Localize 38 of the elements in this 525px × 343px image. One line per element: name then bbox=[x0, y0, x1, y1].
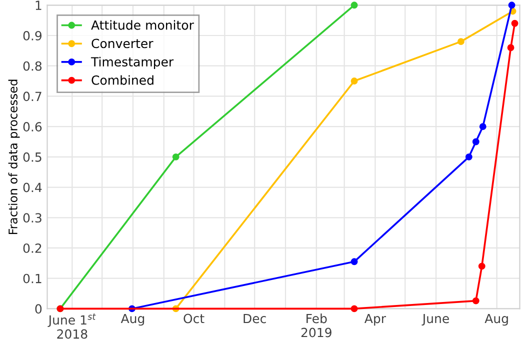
point bbox=[350, 258, 358, 266]
y-axis-title: Fraction of data processed bbox=[8, 80, 20, 234]
point bbox=[350, 78, 358, 85]
point bbox=[478, 262, 486, 270]
point bbox=[508, 2, 516, 9]
x-tick-label: Apr bbox=[364, 314, 386, 326]
legend-label: Converter bbox=[92, 38, 154, 48]
x-tick-label: Feb 2019 bbox=[301, 314, 332, 338]
x-tick-label: Aug bbox=[120, 314, 144, 326]
y-tick-label: 0 bbox=[35, 304, 42, 314]
point bbox=[507, 44, 514, 52]
point bbox=[457, 38, 464, 46]
y-tick-label: 0.4 bbox=[23, 182, 42, 192]
y-tick-label: 1 bbox=[36, 0, 42, 10]
legend-label: Combined bbox=[92, 75, 154, 85]
y-tick-label: 0.5 bbox=[23, 152, 42, 162]
y-tick-label: 0.3 bbox=[23, 213, 42, 223]
point bbox=[350, 2, 358, 9]
y-tick-label: 0.2 bbox=[23, 243, 42, 253]
x-tick-label: Dec bbox=[244, 314, 266, 324]
y-tick-label: 0.7 bbox=[23, 92, 42, 102]
point bbox=[479, 123, 486, 130]
x-tick-label: Aug bbox=[484, 314, 508, 326]
point bbox=[350, 305, 358, 312]
y-tick-label: 0.1 bbox=[23, 274, 42, 284]
point bbox=[172, 153, 180, 160]
legend-label: Attitude monitor bbox=[91, 20, 194, 30]
point bbox=[472, 297, 480, 304]
x-tick-label: June bbox=[422, 314, 449, 326]
y-tick-label: 0.6 bbox=[23, 122, 42, 132]
point bbox=[472, 138, 480, 146]
point bbox=[511, 20, 518, 27]
legend-label: Timestamper bbox=[90, 56, 174, 69]
x-tick-label: June 1$^{st}$ 2018 bbox=[48, 314, 96, 339]
y-tick-label: 0.9 bbox=[23, 30, 42, 40]
y-tick-label: 0.8 bbox=[23, 61, 42, 71]
x-tick-label: Oct bbox=[184, 314, 204, 324]
point bbox=[465, 153, 472, 160]
